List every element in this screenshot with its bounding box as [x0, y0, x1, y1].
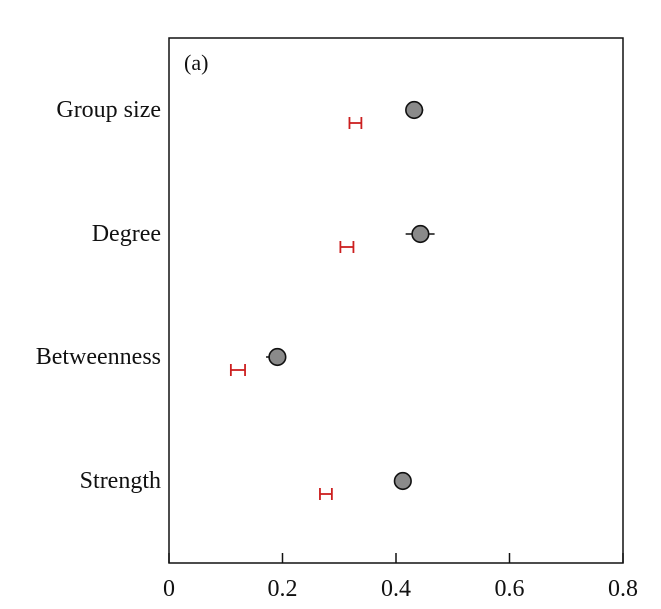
category-label: Betweenness: [36, 344, 161, 370]
primary-point: [393, 471, 412, 491]
x-tick-label: 0.6: [495, 576, 525, 602]
primary-point: [411, 224, 430, 244]
category-labels: Group size Degree Betweenness Strength: [36, 97, 161, 494]
category-label: Group size: [56, 97, 161, 123]
x-tick-label: 0.2: [268, 576, 298, 602]
x-tick-label: 0: [163, 576, 175, 602]
x-tick-label: 0.4: [381, 576, 411, 602]
x-tick-labels: 0 0.2 0.4 0.6 0.8: [163, 576, 638, 602]
category-label: Degree: [92, 221, 161, 247]
primary-point: [405, 100, 424, 120]
category-label: Strength: [80, 468, 161, 494]
series-layer: [229, 100, 435, 500]
panel-label: (a): [184, 50, 208, 75]
primary-point: [268, 347, 287, 367]
x-tick-label: 0.8: [608, 576, 638, 602]
x-axis: [168, 553, 624, 563]
